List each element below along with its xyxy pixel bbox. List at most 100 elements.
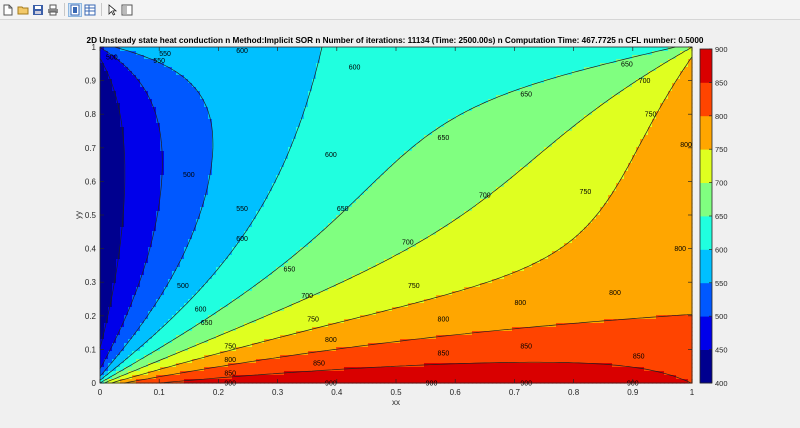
contour-cell xyxy=(200,331,205,336)
contour-cell xyxy=(132,243,137,248)
contour-cell xyxy=(116,283,121,288)
contour-cell xyxy=(244,175,249,180)
contour-cell xyxy=(124,295,129,300)
contour-cell xyxy=(276,307,281,312)
contour-cell xyxy=(116,83,121,88)
contour-cell xyxy=(208,267,213,272)
contour-cell xyxy=(148,147,153,152)
contour-cell xyxy=(192,195,197,200)
contour-cell xyxy=(292,151,297,156)
contour-cell xyxy=(172,339,177,344)
contour-cell xyxy=(100,367,105,372)
contour-cell xyxy=(104,351,109,356)
contour-cell xyxy=(156,219,161,224)
contour-cell xyxy=(172,379,177,384)
contour-cell xyxy=(180,55,185,60)
contour-cell xyxy=(308,319,313,324)
contour-cell xyxy=(200,183,205,188)
contour-cell xyxy=(296,119,301,124)
contour-cell xyxy=(268,115,273,120)
contour-cell xyxy=(116,139,121,144)
contour-cell xyxy=(152,287,157,292)
contour-cell xyxy=(168,219,173,224)
contour-cell xyxy=(156,159,161,164)
contour-cell xyxy=(192,95,197,100)
contour-cell xyxy=(312,103,317,108)
contour-cell xyxy=(332,371,337,376)
edit-plot-arrow-icon[interactable] xyxy=(106,3,118,16)
contour-cell xyxy=(184,203,189,208)
save-icon[interactable] xyxy=(32,4,44,16)
contour-cell xyxy=(124,199,129,204)
contour-cell xyxy=(276,67,281,72)
contour-cell xyxy=(244,191,249,196)
contour-cell xyxy=(120,303,125,308)
contour-cell xyxy=(324,91,329,96)
contour-cell xyxy=(120,139,125,144)
open-file-icon[interactable] xyxy=(17,4,29,16)
contour-cell xyxy=(168,251,173,256)
contour-cell xyxy=(316,267,321,272)
contour-cell xyxy=(272,103,277,108)
contour-cell xyxy=(260,55,265,60)
contour-cell xyxy=(232,223,237,228)
new-figure-icon[interactable] xyxy=(2,4,14,16)
contour-cell xyxy=(272,183,277,188)
contour-cell xyxy=(156,275,161,280)
contour-cell xyxy=(144,151,149,156)
contour-cell xyxy=(308,223,313,228)
contour-cell xyxy=(140,183,145,188)
contour-cell xyxy=(124,331,129,336)
contour-cell xyxy=(316,191,321,196)
contour-cell xyxy=(312,163,317,168)
contour-cell xyxy=(312,219,317,224)
contour-cell xyxy=(184,299,189,304)
contour-cell xyxy=(304,363,309,368)
contour-cell xyxy=(296,139,301,144)
contour-cell xyxy=(276,147,281,152)
insert-colorbar-icon[interactable] xyxy=(84,4,96,16)
contour-cell xyxy=(320,75,325,80)
contour-cell xyxy=(244,187,249,192)
contour-cell xyxy=(248,195,253,200)
contour-cell xyxy=(164,99,169,104)
contour-cell xyxy=(116,99,121,104)
contour-cell xyxy=(132,259,137,264)
contour-cell xyxy=(248,147,253,152)
contour-cell xyxy=(260,291,265,296)
contour-cell xyxy=(152,75,157,80)
contour-cell xyxy=(188,47,193,52)
contour-cell xyxy=(148,115,153,120)
contour-cell xyxy=(240,223,245,228)
contour-cell xyxy=(220,251,225,256)
contour-cell xyxy=(296,319,301,324)
contour-cell xyxy=(176,343,181,348)
contour-cell xyxy=(120,163,125,168)
contour-cell xyxy=(108,163,113,168)
contour-cell xyxy=(200,59,205,64)
contour-cell xyxy=(256,99,261,104)
contour-cell xyxy=(156,119,161,124)
contour-cell xyxy=(228,267,233,272)
contour-cell xyxy=(240,143,245,148)
contour-cell xyxy=(244,71,249,76)
contour-cell xyxy=(264,379,269,384)
link-plot-icon[interactable] xyxy=(68,2,82,17)
contour-cell xyxy=(144,115,149,120)
contour-cell xyxy=(288,79,293,84)
contour-cell xyxy=(256,279,261,284)
contour-cell xyxy=(172,187,177,192)
contour-cell xyxy=(188,179,193,184)
contour-cell xyxy=(212,363,217,368)
contour-cell xyxy=(232,243,237,248)
contour-cell xyxy=(140,367,145,372)
contour-cell xyxy=(232,311,237,316)
contour-cell xyxy=(104,199,109,204)
contour-cell xyxy=(104,331,109,336)
contour-cell xyxy=(316,179,321,184)
property-inspector-icon[interactable] xyxy=(121,4,133,16)
contour-cell xyxy=(108,327,113,332)
print-icon[interactable] xyxy=(47,4,59,16)
contour-cell xyxy=(196,47,201,52)
contour-cell xyxy=(108,167,113,172)
